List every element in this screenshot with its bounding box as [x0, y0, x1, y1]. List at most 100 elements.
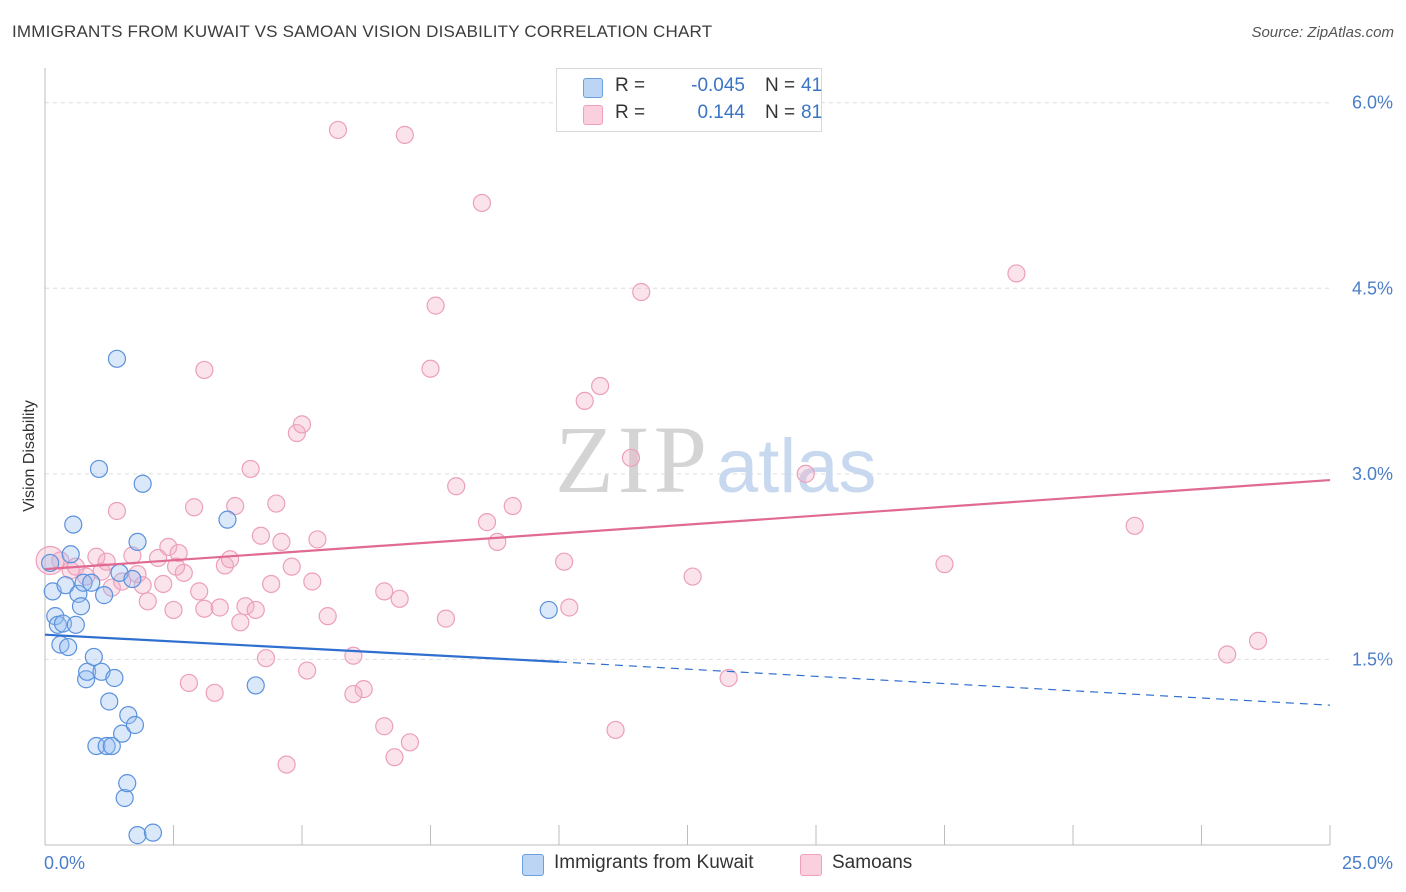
kuwait-point: [89, 459, 109, 479]
samoan-point: [256, 649, 276, 668]
samoan-point: [503, 496, 522, 516]
samoan-trend-line: [44, 478, 1331, 571]
samoan-point: [308, 530, 327, 549]
samoan-point: [1007, 264, 1026, 283]
kuwait-point: [100, 692, 119, 711]
samoan-point: [328, 120, 348, 140]
samoan-point: [241, 459, 260, 479]
legend-r-label: R =: [615, 75, 646, 96]
bottom-legend: Immigrants from Kuwait Samoans: [0, 852, 1406, 878]
kuwait-point: [82, 573, 101, 592]
samoan-point: [164, 600, 183, 620]
samoan-point: [133, 576, 152, 595]
x-tick-label: 0.0%: [44, 853, 85, 873]
bottom-legend-label: Immigrants from Kuwait: [554, 852, 754, 873]
kuwait-point: [107, 349, 127, 368]
samoan-point: [632, 282, 651, 302]
samoan-point: [436, 609, 456, 628]
samoan-point: [447, 477, 466, 496]
samoan-points: [35, 120, 1268, 774]
source-label: Source: ZipAtlas.com: [1251, 24, 1394, 41]
samoan-swatch: [800, 854, 822, 876]
samoan-point: [226, 496, 245, 516]
samoan-point: [575, 391, 594, 410]
samoan-point: [205, 683, 224, 702]
samoan-point: [1248, 631, 1268, 650]
samoan-point: [621, 448, 641, 467]
legend-r-value: 0.144: [697, 102, 745, 123]
samoan-point: [236, 597, 255, 616]
samoan-point: [318, 607, 337, 626]
samoan-point: [184, 498, 204, 517]
kuwait-point: [84, 647, 103, 667]
kuwait-point: [71, 597, 91, 616]
samoan-point: [298, 661, 317, 680]
samoan-point: [179, 673, 199, 693]
samoan-point: [1218, 645, 1237, 664]
bottom-legend-label: Samoans: [832, 852, 913, 873]
y-tick-labels: 1.5% 3.0% 4.5% 6.0%: [1352, 93, 1393, 670]
samoan-point: [292, 415, 312, 434]
kuwait-swatch: [522, 854, 544, 876]
legend-n-value: 81: [801, 102, 823, 123]
samoan-point: [303, 572, 322, 591]
samoan-point: [426, 296, 445, 315]
axes: [44, 68, 1331, 846]
kuwait-point: [77, 670, 96, 689]
y-axis-label: Vision Disability: [21, 400, 38, 512]
kuwait-point: [119, 706, 138, 725]
samoan-point: [683, 567, 702, 586]
legend-r-label: R =: [615, 102, 646, 123]
kuwait-point: [41, 553, 60, 573]
samoan-point: [375, 717, 394, 736]
kuwait-point: [115, 788, 134, 808]
samoan-point: [421, 359, 440, 378]
samoan-point: [472, 193, 491, 213]
samoan-point: [267, 494, 286, 513]
x-tick-labels: 0.0% 25.0%: [44, 853, 1393, 873]
samoan-point: [395, 125, 414, 145]
kuwait-point: [95, 586, 114, 605]
samoan-point: [385, 748, 404, 767]
samoan-swatch: [583, 105, 603, 125]
kuwait-point: [105, 668, 124, 688]
samoan-point: [169, 543, 188, 563]
samoan-point: [390, 589, 409, 608]
samoan-point: [560, 598, 579, 617]
samoan-point: [159, 537, 178, 556]
samoan-point: [344, 684, 363, 704]
watermark-zip: ZIP: [555, 406, 711, 513]
samoan-point: [128, 564, 147, 584]
kuwait-point: [64, 515, 83, 534]
kuwait-point: [128, 532, 147, 552]
legend-n-label: N =: [765, 102, 796, 123]
samoan-point: [262, 574, 281, 594]
kuwait-point: [102, 736, 121, 756]
samoan-point: [220, 550, 240, 569]
kuwait-point: [125, 715, 145, 735]
kuwait-point: [123, 569, 142, 589]
samoan-point: [719, 668, 738, 688]
samoan-point: [154, 574, 173, 594]
kuwait-point: [78, 662, 97, 681]
kuwait-point: [87, 736, 106, 756]
y-tick-label: 4.5%: [1352, 278, 1393, 298]
samoan-point: [246, 600, 265, 620]
kuwait-point: [59, 637, 78, 657]
samoan-point: [287, 423, 306, 443]
kuwait-point: [218, 510, 237, 529]
kuwait-point: [74, 573, 93, 592]
kuwait-point: [97, 736, 116, 756]
x-tick-label: 25.0%: [1342, 853, 1393, 873]
kuwait-point: [53, 614, 73, 633]
samoan-point: [166, 557, 186, 576]
y-tick-label: 1.5%: [1352, 649, 1393, 669]
samoan-point: [195, 360, 214, 380]
samoan-point: [591, 376, 610, 396]
samoan-point: [277, 755, 296, 774]
kuwait-point: [61, 545, 80, 564]
samoan-point: [210, 598, 229, 617]
samoan-point: [555, 552, 574, 571]
kuwait-point: [128, 826, 147, 845]
